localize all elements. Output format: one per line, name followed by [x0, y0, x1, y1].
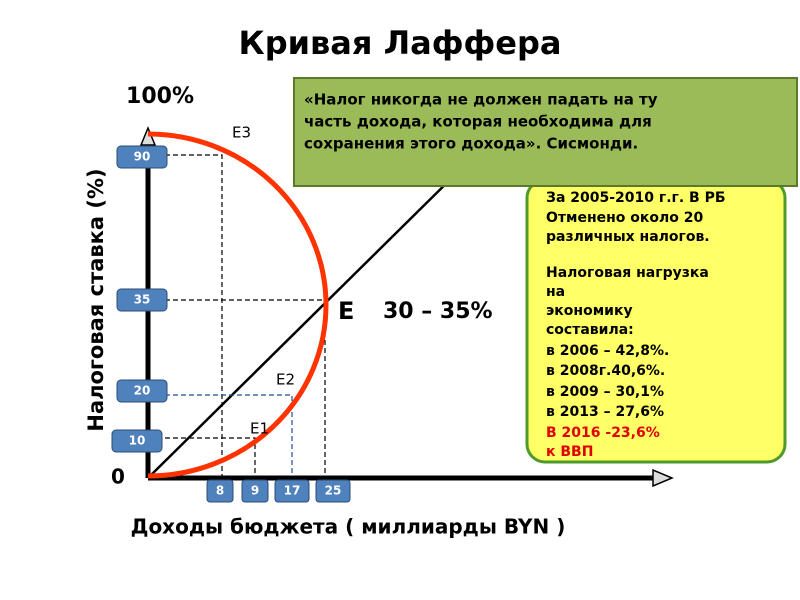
y-box-label: 35 — [134, 293, 151, 307]
note-line-red: В 2016 -23,6% — [546, 425, 660, 441]
y-axis-label: Налоговая ставка (%) — [84, 168, 108, 431]
y-box-label: 10 — [129, 434, 146, 448]
guide-e3 — [165, 154, 223, 478]
origin-label: 0 — [111, 465, 125, 489]
x-box: 8 — [206, 479, 234, 503]
note-line: составила: — [546, 322, 634, 338]
y-box: 10 — [111, 429, 163, 453]
x-box: 25 — [315, 479, 351, 503]
y-box-label: 20 — [134, 384, 151, 398]
y-box: 90 — [116, 145, 168, 169]
y-box: 35 — [116, 288, 168, 312]
point-label: E3 — [232, 124, 251, 142]
note-line: За 2005-2010 г.г. В РБ — [546, 190, 726, 206]
note-line: в 2008г.40,6%. — [546, 363, 665, 379]
y-box-label: 90 — [134, 150, 151, 164]
title: Кривая Лаффера — [239, 24, 562, 62]
note-line: экономику — [546, 303, 633, 319]
note-line: в 2009 – 30,1% — [546, 384, 664, 400]
note-line: в 2013 – 27,6% — [546, 404, 664, 420]
note-line: различных налогов. — [546, 229, 710, 245]
x-arrow — [652, 468, 674, 488]
quote-line: сохранения этого дохода». Сисмонди. — [304, 135, 638, 153]
note-box: За 2005-2010 г.г. В РБ Отменено около 20… — [525, 178, 787, 464]
line-oe — [147, 159, 471, 479]
y-top-label: 100% — [126, 84, 194, 109]
guide-e1 — [165, 437, 256, 478]
quote-background — [293, 77, 798, 187]
point-range: 30 – 35% — [383, 299, 493, 324]
x-box: 9 — [241, 479, 269, 503]
x-box-label: 25 — [325, 484, 342, 498]
y-box: 20 — [116, 379, 168, 403]
note-line: на — [546, 284, 565, 300]
quote-box: «Налог никогда не должен падать на ту ча… — [293, 77, 798, 187]
x-box-label: 9 — [251, 484, 259, 498]
quote-line: часть дохода, которая необходима для — [304, 113, 652, 131]
x-box-label: 17 — [284, 484, 301, 498]
point-label: E2 — [276, 371, 295, 389]
note-line: Отменено около 20 — [546, 210, 704, 226]
note-line: Налоговая нагрузка — [546, 265, 709, 281]
note-line-red: к ВВП — [546, 444, 593, 460]
x-box-label: 8 — [216, 484, 224, 498]
guide-e2 — [165, 394, 293, 478]
x-axis-label: Доходы бюджета ( миллиарды BYN ) — [131, 515, 566, 539]
point-label: E1 — [250, 420, 269, 438]
laffer-curve — [147, 131, 329, 479]
x-box: 17 — [274, 479, 310, 503]
note-line: в 2006 – 42,8%. — [546, 343, 669, 359]
quote-line: «Налог никогда не должен падать на ту — [304, 91, 658, 109]
point-label: E — [338, 297, 354, 325]
